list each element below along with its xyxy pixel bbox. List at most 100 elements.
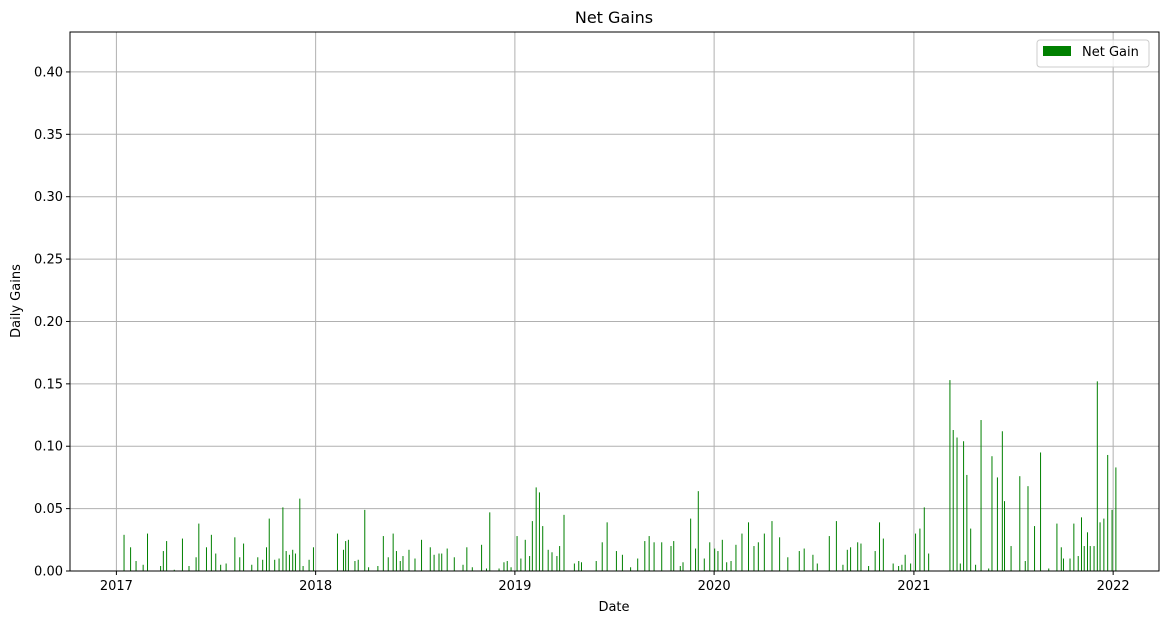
bar xyxy=(542,526,544,571)
bar xyxy=(162,551,164,571)
bar xyxy=(299,498,301,571)
bar xyxy=(195,557,197,571)
y-tick-label: 0.25 xyxy=(34,253,63,268)
bar xyxy=(721,539,723,571)
bar xyxy=(846,549,848,571)
bar xyxy=(879,522,881,571)
bar xyxy=(690,518,692,571)
bar xyxy=(559,546,561,571)
y-tick-label: 0.40 xyxy=(34,65,63,80)
bar xyxy=(354,561,356,571)
bar xyxy=(787,557,789,571)
bar xyxy=(606,522,608,571)
bar xyxy=(308,559,310,571)
bar xyxy=(257,557,259,571)
bar xyxy=(1040,452,1042,571)
bar xyxy=(503,562,505,571)
bar xyxy=(771,521,773,571)
bar xyxy=(438,553,440,571)
bar xyxy=(377,566,379,571)
bar xyxy=(857,542,859,571)
bar xyxy=(850,547,852,571)
bar xyxy=(1099,522,1101,571)
bar xyxy=(466,547,468,571)
bar xyxy=(243,543,245,571)
x-tick-label: 2019 xyxy=(498,579,531,594)
bar xyxy=(601,542,603,571)
bar xyxy=(292,549,294,571)
bar xyxy=(181,538,183,571)
bar xyxy=(892,563,894,571)
bar xyxy=(673,541,675,571)
bar xyxy=(717,551,719,571)
bar xyxy=(757,542,759,571)
bar xyxy=(682,562,684,571)
bar xyxy=(919,528,921,571)
bar xyxy=(842,564,844,571)
bar xyxy=(556,556,558,571)
bar xyxy=(205,547,207,571)
y-tick-label: 0.10 xyxy=(34,440,63,455)
bar xyxy=(251,564,253,571)
bar xyxy=(210,534,212,571)
bar xyxy=(1115,467,1117,571)
bar xyxy=(1089,546,1091,571)
bar xyxy=(703,558,705,571)
bar xyxy=(382,536,384,571)
bar xyxy=(595,561,597,571)
bar xyxy=(798,551,800,571)
bar xyxy=(803,548,805,571)
bar xyxy=(485,568,487,571)
bar xyxy=(949,380,951,571)
bar xyxy=(1034,526,1036,571)
bar xyxy=(956,437,958,571)
bar xyxy=(952,430,954,571)
bar xyxy=(506,561,508,571)
bar xyxy=(268,518,270,571)
bar xyxy=(433,554,435,571)
y-tick-label: 0.15 xyxy=(34,377,63,392)
bar xyxy=(1069,558,1071,571)
bar xyxy=(1004,501,1006,571)
bar xyxy=(387,557,389,571)
bar xyxy=(1019,476,1021,571)
bar xyxy=(285,551,287,571)
bar xyxy=(446,548,448,571)
chart-title: Net Gains xyxy=(575,8,653,27)
y-tick-label: 0.35 xyxy=(34,128,63,143)
bar xyxy=(653,542,655,571)
bar xyxy=(573,563,575,571)
bar xyxy=(1062,558,1064,571)
bar xyxy=(1073,523,1075,571)
bar xyxy=(898,566,900,571)
legend: Net Gain xyxy=(1036,39,1150,68)
bar xyxy=(697,491,699,571)
bar xyxy=(524,539,526,571)
bar xyxy=(741,533,743,571)
x-tick-label: 2018 xyxy=(299,579,332,594)
bar xyxy=(220,564,222,571)
bar xyxy=(1096,381,1098,571)
bar xyxy=(868,566,870,571)
bar xyxy=(735,544,737,571)
bars xyxy=(123,380,1117,571)
bar xyxy=(1024,561,1026,571)
bar xyxy=(1093,546,1095,571)
bar xyxy=(142,564,144,571)
bar xyxy=(670,546,672,571)
bar xyxy=(1111,509,1113,571)
bar xyxy=(278,558,280,571)
bar xyxy=(578,561,580,571)
bar xyxy=(816,563,818,571)
bar xyxy=(336,533,338,571)
bar xyxy=(928,553,930,571)
bar xyxy=(489,512,491,571)
bar xyxy=(441,553,443,571)
bar xyxy=(915,533,917,571)
bar xyxy=(812,554,814,571)
bar xyxy=(160,566,162,571)
bar xyxy=(130,547,132,571)
plot-frame xyxy=(69,31,1160,572)
bar xyxy=(471,567,473,571)
